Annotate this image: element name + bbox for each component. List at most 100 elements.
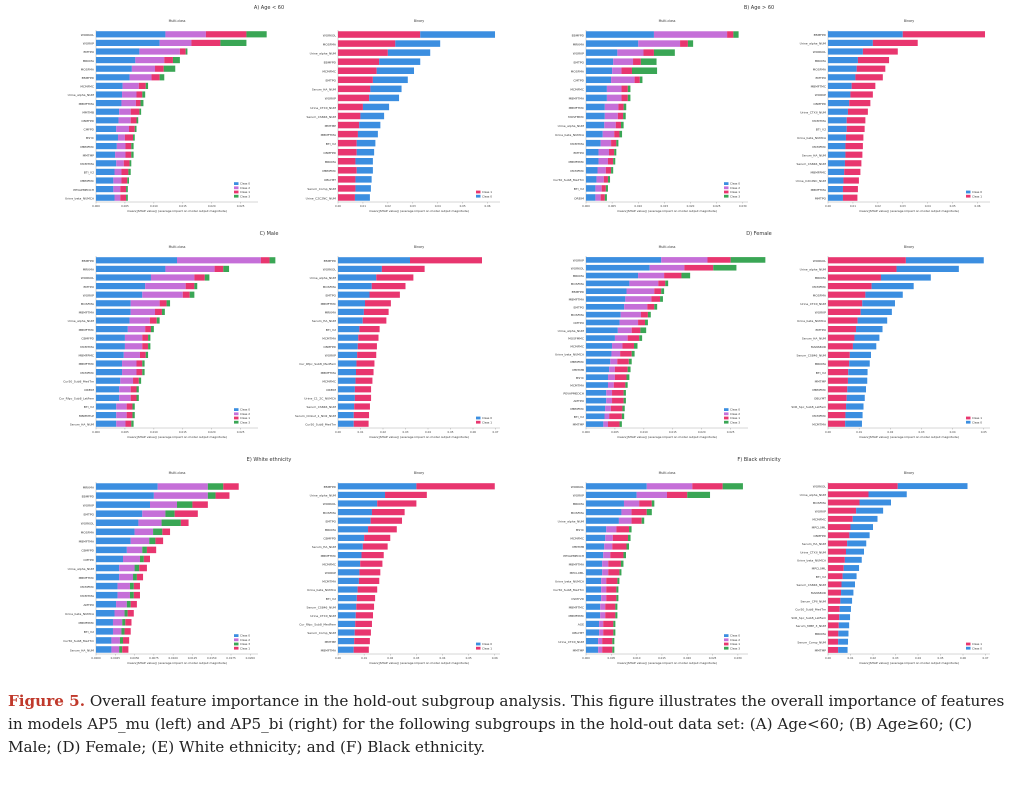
bar-segment [627, 366, 631, 373]
bar-segment [681, 272, 691, 279]
bar-segment [586, 335, 615, 341]
bar-segment [640, 311, 648, 318]
bar-segment [586, 382, 608, 388]
bar-segment [136, 91, 143, 98]
x-tick-label: 0.00 [335, 656, 341, 660]
feature-label: WORKP [83, 503, 94, 507]
bar-segment [96, 308, 131, 315]
bar-segment [856, 507, 884, 514]
bar-segment [121, 100, 136, 107]
bar-segment [828, 483, 898, 490]
bar-segment [651, 500, 655, 507]
bar-segment [846, 117, 866, 124]
x-tick-label: 0.00 [825, 430, 831, 434]
legend-label: Class 1 [972, 194, 982, 198]
bar-segment [96, 194, 115, 201]
x-tick-label: 0.06 [485, 204, 491, 208]
legend-swatch [234, 408, 239, 411]
bar-segment [660, 296, 663, 302]
feature-label: WORKP [83, 42, 94, 46]
bar-segment [604, 543, 613, 550]
feature-label: CBMFPD [81, 336, 94, 340]
bar-segment [620, 560, 624, 567]
bar-segment [586, 167, 598, 174]
bar-segment [362, 103, 390, 111]
bar-segment [338, 394, 355, 401]
bar-segment [600, 139, 612, 147]
subchart-title: Multi-class [169, 471, 186, 475]
legend-swatch [234, 412, 239, 416]
bar-segment [828, 622, 839, 629]
feature-label: MPCL0ML [812, 526, 827, 530]
x-tick-label: 0.04 [440, 656, 446, 660]
panel-title: F) Black ethnicity [737, 457, 780, 463]
bar-segment [586, 509, 622, 516]
bar-segment [338, 76, 373, 84]
bar-segment [828, 403, 847, 410]
subchart-title: Binary [904, 471, 914, 475]
bar-segment [606, 595, 617, 602]
bar-segment [586, 280, 630, 287]
legend-label: Class 3 [240, 194, 250, 198]
feature-label: CMTPO [573, 321, 584, 325]
feature-label: Cur50_Sub8_MedTm [553, 588, 584, 592]
bar-segment [131, 143, 134, 150]
subchart-multiclass: Multi-class EBMFPD MRKMA WORKOL EMTPO WORKP MO… [59, 245, 276, 439]
bar-segment [847, 540, 867, 547]
feature-label: MOSFMA [571, 70, 585, 74]
bar-segment [727, 31, 734, 38]
bar-segment [604, 121, 616, 129]
bar-segment [185, 283, 195, 290]
bar-segment [600, 603, 606, 610]
bar-segment [356, 369, 374, 376]
bar-segment [96, 283, 146, 290]
x-tick-label: 0.000 [582, 430, 590, 434]
bar-segment [617, 358, 629, 365]
bar-segment [338, 257, 410, 264]
feature-label: EMTPO [84, 285, 95, 289]
feature-label: EMTPO [574, 305, 585, 309]
subchart-title: Multi-class [659, 471, 676, 475]
bar-segment [338, 185, 356, 192]
bar-segment [586, 421, 604, 427]
feature-label: Serum_CS846_NUM [306, 605, 336, 609]
bar-segment [96, 369, 123, 376]
bar-segment [119, 564, 135, 572]
x-tick-label: 0.005 [607, 656, 615, 660]
x-tick-label: 0.00 [825, 204, 831, 208]
feature-label: Cur50_Sub8_MedTm [63, 379, 94, 383]
bar-segment [839, 606, 851, 612]
bar-segment [828, 151, 846, 158]
bar-segment [353, 420, 369, 427]
bar-segment [140, 100, 144, 107]
x-tick-label: 0.015 [661, 204, 669, 208]
bar-segment [338, 58, 380, 65]
bar-segment [616, 526, 630, 533]
bar-segment [586, 358, 611, 365]
bar-segment [595, 194, 601, 201]
panel-title: D) Female [746, 231, 771, 237]
bar-segment [338, 360, 357, 367]
bar-segment [338, 412, 354, 419]
bar-segment [112, 628, 122, 635]
panel-1: A) Age < 60 Multi-class WORKOL WORKP EMTPO MR… [65, 5, 500, 213]
bar-segment [338, 420, 354, 427]
bar-segment [828, 606, 840, 612]
bar-segment [96, 343, 125, 350]
bar-segment [163, 65, 176, 72]
bar-segment [611, 139, 617, 147]
bar-segment [125, 619, 132, 626]
bar-segment [338, 158, 356, 165]
bar-segment [844, 168, 861, 175]
feature-label: MCMFMC [812, 518, 826, 522]
bar-segment [848, 369, 868, 376]
bar-segment [338, 148, 357, 156]
x-tick-label: 0.0200 [246, 656, 256, 660]
x-tick-label: 0.06 [960, 656, 966, 660]
bar-segment [852, 343, 877, 350]
bar-segment [134, 564, 140, 572]
bar-segment [692, 483, 723, 490]
feature-label: MCMTMA [322, 580, 337, 584]
feature-label: MMTMP [325, 124, 337, 128]
bar-segment [599, 620, 604, 627]
